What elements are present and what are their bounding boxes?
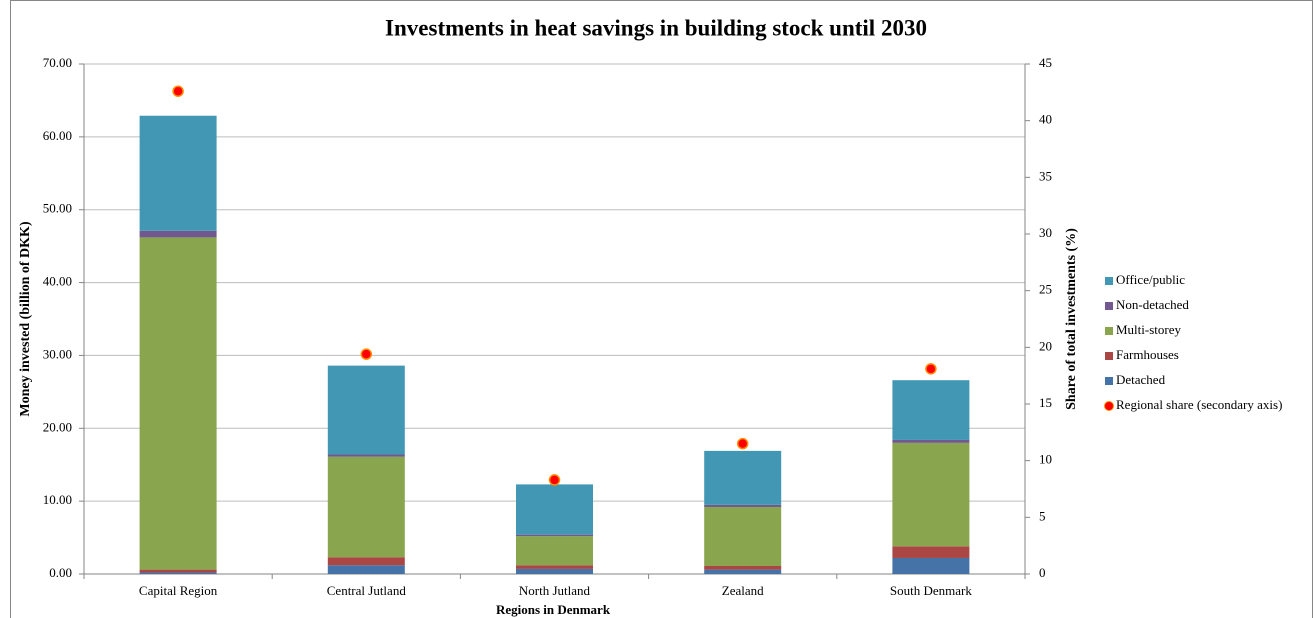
- x-tick-label: Capital Region: [139, 583, 218, 598]
- bar-segment: [516, 534, 593, 537]
- bar-segment: [892, 439, 970, 443]
- bar-segment: [704, 565, 782, 570]
- bar-segment: [139, 569, 217, 573]
- y2-tick-label: 5: [1039, 508, 1046, 523]
- x-tick-label: South Denmark: [890, 583, 972, 598]
- bar-segment: [892, 546, 970, 558]
- y2-tick-label: 45: [1039, 55, 1052, 70]
- bar-segment: [516, 536, 593, 566]
- legend-label: Non-detached: [1116, 297, 1189, 312]
- y-tick-label: 30.00: [43, 346, 72, 361]
- y-tick-label: 50.00: [43, 201, 72, 216]
- bar-segment: [704, 506, 782, 566]
- bar-segment: [516, 568, 593, 574]
- x-tick-label: Zealand: [722, 583, 764, 598]
- chart-title: Investments in heat savings in building …: [385, 15, 927, 40]
- y-tick-label: 10.00: [43, 492, 72, 507]
- legend-swatch: [1105, 302, 1113, 310]
- bar-segment: [704, 569, 782, 574]
- chart-frame: [10, 0, 1313, 618]
- y-tick-label: 0.00: [49, 565, 72, 580]
- bar-segment: [704, 450, 782, 505]
- y-tick-label: 60.00: [43, 128, 72, 143]
- bar-segment: [327, 565, 405, 574]
- legend-swatch: [1105, 352, 1113, 360]
- y-axis-title: Money invested (billion of DKK): [18, 221, 33, 417]
- bar-segment: [139, 237, 217, 570]
- x-tick-label: North Jutland: [519, 583, 591, 598]
- bar-segment: [327, 454, 405, 457]
- bar-segment: [892, 442, 970, 547]
- share-point: [925, 363, 937, 375]
- y-tick-label: 20.00: [43, 419, 72, 434]
- bar-segment: [327, 456, 405, 558]
- y-tick-label: 70.00: [43, 55, 72, 70]
- y2-tick-label: 20: [1039, 338, 1052, 353]
- bar-segment: [516, 565, 593, 569]
- bar-segment: [892, 557, 970, 574]
- legend-swatch: [1105, 277, 1113, 285]
- y2-tick-label: 15: [1039, 395, 1052, 410]
- bar-segment: [892, 380, 970, 440]
- bar-segment: [139, 115, 217, 231]
- y2-tick-label: 35: [1039, 168, 1052, 183]
- x-tick-label: Central Jutland: [327, 583, 407, 598]
- y2-tick-label: 25: [1039, 282, 1052, 297]
- y2-tick-label: 10: [1039, 452, 1052, 467]
- legend-swatch: [1105, 377, 1113, 385]
- bar-segment: [139, 230, 217, 238]
- legend-swatch: [1105, 327, 1113, 335]
- bar-segment: [139, 572, 217, 574]
- y2-tick-label: 40: [1039, 112, 1052, 127]
- bar-segment: [327, 365, 405, 455]
- legend-label: Multi-storey: [1116, 322, 1181, 337]
- bar-segment: [516, 484, 593, 535]
- legend-label: Detached: [1116, 372, 1166, 387]
- bar-segment: [704, 504, 782, 507]
- legend-label: Farmhouses: [1116, 347, 1179, 362]
- x-axis-title: Regions in Denmark: [496, 602, 611, 617]
- y2-axis-title: Share of total investments (%): [1064, 228, 1079, 410]
- share-point: [172, 85, 184, 97]
- legend-label: Regional share (secondary axis): [1116, 397, 1282, 412]
- legend-label: Office/public: [1116, 272, 1185, 287]
- y2-tick-label: 0: [1039, 565, 1046, 580]
- share-point: [360, 348, 373, 360]
- bar-segment: [327, 557, 405, 566]
- share-point: [548, 474, 561, 486]
- legend-swatch: [1104, 401, 1114, 411]
- share-point: [736, 437, 749, 450]
- y2-tick-label: 30: [1039, 225, 1052, 240]
- y-tick-label: 40.00: [43, 274, 72, 289]
